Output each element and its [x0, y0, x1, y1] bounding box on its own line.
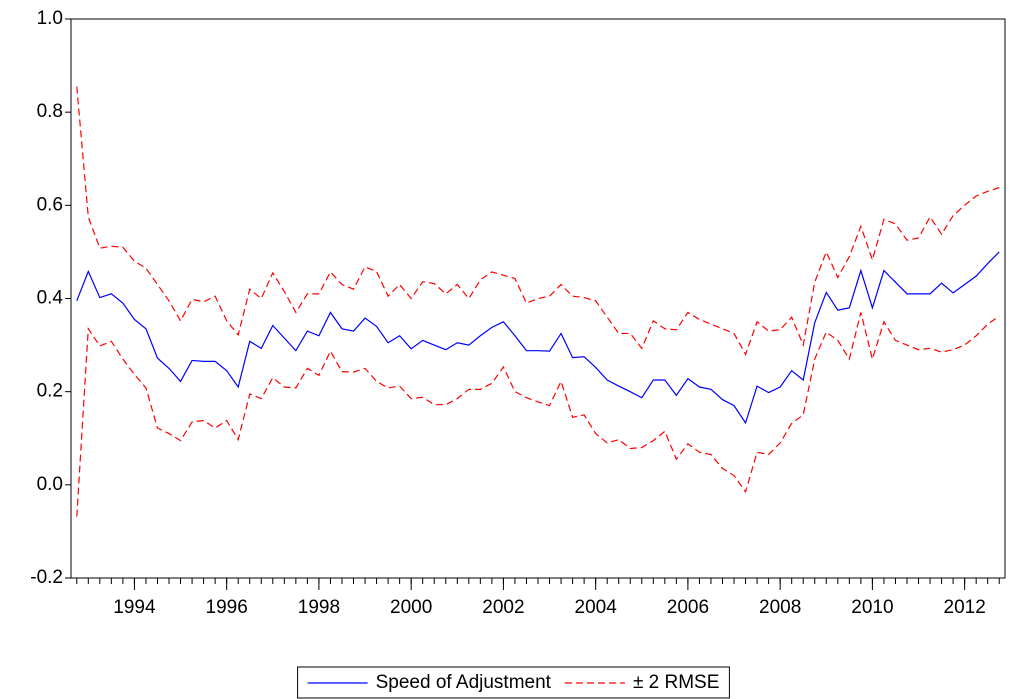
x-tick-label: 2006: [667, 597, 709, 618]
series-line: [76, 251, 1000, 425]
x-tick-label: 1996: [206, 597, 248, 618]
y-tick-label: -0.2: [30, 567, 63, 588]
legend-box: [297, 666, 730, 699]
x-tick-label: 2012: [944, 597, 986, 618]
x-tick-label: 2002: [482, 597, 524, 618]
y-tick-label: 0.8: [37, 101, 63, 122]
series-line: [76, 312, 1000, 517]
legend-label: Speed of Adjustment: [376, 672, 552, 693]
y-tick-label: 0.2: [37, 381, 63, 402]
x-tick-label: 2008: [759, 597, 801, 618]
x-tick-label: 2000: [390, 597, 432, 618]
plot-frame: [70, 18, 1006, 579]
y-tick-label: 1.0: [37, 8, 63, 29]
x-tick-label: 2010: [851, 597, 893, 618]
y-tick-label: 0.6: [37, 194, 63, 215]
y-tick-label: 0.4: [37, 288, 64, 309]
series-line: [76, 86, 1000, 356]
x-tick-label: 2004: [575, 597, 618, 618]
x-tick-label: 1994: [113, 597, 156, 618]
x-tick-label: 1998: [298, 597, 340, 618]
y-tick-label: 0.0: [37, 474, 63, 495]
legend-label: ± 2 RMSE: [633, 672, 719, 693]
